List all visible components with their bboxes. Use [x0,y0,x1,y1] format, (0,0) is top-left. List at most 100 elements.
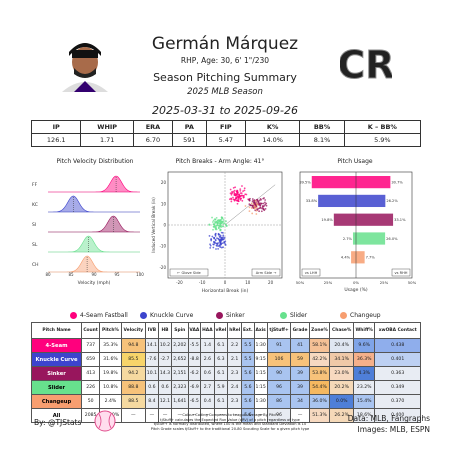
pitch-metric-cell: 1.4 [200,338,215,353]
stats-value-row: 126.1 1.71 6.70 591 5.47 14.0% 8.1% 5.9% [30,133,422,147]
pitch-metric-cell: 18.6% [352,408,376,423]
velocity-row-label: CH [32,262,39,268]
legend-label: 4-Seam Fastball [80,312,128,319]
usage-bar-lhh [352,232,356,245]
velocity-row-label: SI [32,222,36,228]
pitch-metric-cell: 1:30 [253,338,268,353]
break-point [214,228,217,231]
pitch-table-header-cell: vRel [213,322,229,339]
break-point [233,189,236,192]
break-point [253,207,256,210]
break-point [257,200,260,203]
pitch-metric-cell: 0.363 [374,366,421,381]
break-point [214,239,217,242]
footnote-line: Colour Coding Compares to League Average… [182,413,278,417]
stats-header-cell: ERA [132,120,173,134]
break-point [219,229,222,232]
break-point [209,243,211,246]
pitch-table-header-cell: Ext. [241,322,255,339]
break-point [258,210,261,213]
pitch-metric-cell: 54.4% [308,380,331,395]
break-x-tick: 20 [268,280,274,285]
break-point [212,246,215,249]
break-y-tick: -20 [159,265,166,270]
pitch-table-header-cell: HB [157,322,173,339]
tjstats-logo [94,410,116,436]
rockies-logo-icon: CR [337,43,395,88]
stats-header-cell: IP [30,120,82,134]
velocity-tick-label: 85 [68,272,74,277]
team-logo: CR [337,38,395,88]
table-row: Slider 226 10.8% 88.8 0.6 0.6 2,323 -6.9 2.7 5.9 2… [30,380,421,395]
break-y-tick: 0 [163,223,166,228]
pitch-table-header-cell: HAA [200,322,215,339]
legend-label: Knuckle Curve [150,312,194,319]
break-point [243,189,246,192]
break-point [215,248,217,250]
stats-header-row: IP WHIP ERA PA FIP K% BB% K – BB% [30,120,422,134]
usage-x-tick: 25% [324,280,333,285]
break-point [217,247,220,250]
break-point [261,206,264,209]
break-point [234,186,237,189]
break-x-tick: -20 [176,280,183,285]
pitch-name-cell: 4-Seam [30,338,83,353]
break-point [260,210,263,213]
pitch-table-header-cell: Zone% [308,322,331,339]
pitch-metric-cell: — [120,408,146,423]
break-point [211,216,213,219]
footnote-line: tjStuff+ calculates the Expected Run Val… [160,417,300,422]
break-point [256,203,259,206]
break-point [255,206,258,209]
break-point [262,197,265,200]
pitch-metric-cell: 10.2 [157,338,173,353]
pitch-metric-cell: 39 [290,380,310,395]
break-point [259,204,262,207]
break-point [254,203,257,206]
velocity-row-label: KC [32,202,38,208]
stats-value-cell: 14.0% [244,133,301,147]
pitch-legend: 4-Seam Fastball Knuckle Curve Sinker Slider… [60,312,400,322]
break-point [245,193,248,196]
break-x-tick: 0 [224,280,227,285]
break-point [250,202,253,205]
pitch-table-header-cell: Axis [253,322,268,339]
break-point [242,195,245,197]
stats-header-cell: FIP [205,120,246,134]
pitch-metric-cell: -5.5 [187,338,202,353]
pitch-metric-cell: — [144,408,159,423]
break-point [214,225,217,228]
usage-label-rhh: 26.2% [386,199,398,203]
break-point [218,225,221,228]
lhh-box [301,268,321,277]
legend-item: 4-Seam Fastball [70,312,128,319]
break-point [212,243,215,246]
pitch-metric-cell: 23.0% [329,366,354,381]
player-headshot [60,36,110,92]
usage-label-lhh: 2.7% [343,237,353,241]
pitch-metric-cell: 50 [81,394,101,409]
legend-dot-icon [280,312,287,319]
break-point [251,204,254,207]
break-point [234,197,237,200]
pitch-metric-cell: — [290,408,310,423]
headshot-image [60,36,110,92]
legend-dot-icon [216,312,223,319]
break-point [230,200,233,203]
glove-side-label: ← Glove Side [177,271,201,275]
stats-value-cell: 5.9% [343,133,422,147]
stats-header-cell: K% [244,120,301,134]
pitch-table-header-cell: Chase% [329,322,354,339]
break-point [250,207,253,210]
velocity-density-0 [48,175,140,193]
break-point [218,235,221,238]
break-point [255,209,258,212]
pitch-metric-cell: -6.5 [187,394,202,409]
break-point [214,218,217,221]
velocity-tick-label: 90 [91,272,97,277]
pitch-metric-cell: 31.6% [99,352,122,367]
pitch-metric-cell: 5.6 [241,408,255,423]
pitch-metric-cell: -8.8 [187,352,202,367]
usage-bar-rhh [356,213,394,226]
break-point [261,205,264,207]
